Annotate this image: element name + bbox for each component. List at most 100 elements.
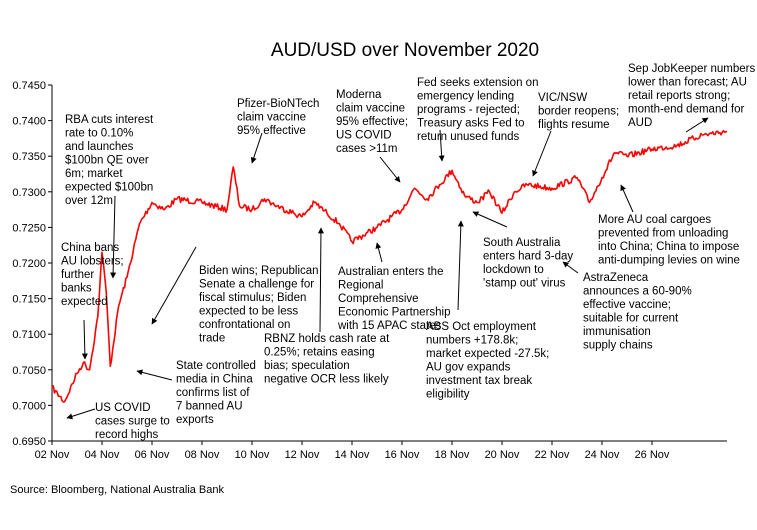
annotation-line: border reopens; — [538, 106, 619, 118]
annotation-line: anti-dumping levies on wine — [598, 255, 740, 267]
x-tick-label: 14 Nov — [335, 449, 370, 461]
annotation-biden: Biden wins; Republican Senate a challenge… — [199, 265, 319, 345]
annotation-line: Treasury asks Fed to — [417, 118, 525, 130]
annotation-line: prevented from unloading — [598, 228, 728, 240]
annotation-line: US COVID — [95, 402, 151, 414]
annotation-line: cases >11m — [336, 143, 397, 155]
annotation-line: AUD — [628, 117, 652, 129]
annotation-line: lockdown to — [483, 264, 544, 276]
annotation-line: investment tax break — [426, 375, 532, 387]
annotation-line: Moderna — [336, 89, 382, 101]
y-tick-label: 0.7450 — [12, 80, 46, 92]
annotation-line: trade — [199, 333, 225, 345]
annotation-arrow-state-media — [136, 369, 173, 381]
annotation-line: Fed seeks extension on — [417, 77, 538, 89]
annotation-line: VIC/NSW — [538, 92, 587, 104]
annotation-line: Comprehensive — [338, 293, 419, 305]
annotation-line: 95% effective — [237, 125, 306, 137]
annotation-arrow-moderna — [379, 156, 401, 183]
annotation-line: 0.25%; retains easing — [264, 347, 375, 359]
annotation-line: State controlled — [176, 360, 256, 372]
annotation-arrow-pfizer — [250, 132, 263, 164]
annotation-line: RBNZ holds cash rate at — [264, 333, 390, 345]
annotation-arrow-biden — [151, 246, 197, 325]
annotation-line: month-end demand for — [628, 104, 745, 116]
x-tick-label: 06 Nov — [135, 449, 170, 461]
annotation-line: Pfizer-BioNTech — [237, 98, 319, 110]
annotation-line: negative OCR less likely — [264, 374, 389, 386]
annotation-line: announces a 60-90% — [583, 286, 692, 298]
annotation-line: Australian enters the — [338, 266, 443, 278]
annotation-line: fiscal stimulus; Biden — [199, 292, 306, 304]
annotation-fed: Fed seeks extension on emergency lending p… — [417, 77, 538, 143]
annotation-rbnz: RBNZ holds cash rate at 0.25%; retains ea… — [264, 333, 390, 386]
annotation-line: China bans — [61, 242, 119, 254]
annotation-line: Biden wins; Republican — [199, 265, 319, 277]
audusd-series-line — [51, 129, 728, 403]
annotation-line: AstraZeneca — [583, 272, 649, 284]
annotation-line: claim vaccine — [336, 103, 405, 115]
annotation-coal: More AU coal cargoes prevented from unloa… — [598, 214, 740, 267]
annotation-line: AU lobsters; — [61, 256, 124, 268]
annotation-line: over 12m — [65, 195, 113, 207]
annotation-line: supply chains — [583, 340, 653, 352]
annotation-line: 'stamp out' virus — [483, 278, 566, 290]
annotation-us-covid: US COVID cases surge to record highs — [95, 402, 170, 441]
annotation-line: exports — [176, 414, 214, 426]
y-tick-label: 0.7100 — [12, 329, 46, 341]
annotation-arrow-coal — [620, 184, 634, 213]
x-tick-label: 26 Nov — [635, 449, 670, 461]
annotation-state-media: State controlled media in China confirms l… — [176, 360, 256, 426]
annotation-line: claim vaccine — [237, 112, 306, 124]
annotation-line: lower than forecast; AU — [628, 77, 747, 89]
annotation-line: confirms list of — [176, 387, 250, 399]
annotation-line: numbers +178.8k; — [426, 335, 518, 347]
annotation-line: return unused funds — [417, 131, 520, 143]
annotation-arrow-abs — [457, 220, 464, 311]
annotation-line: expected to be less — [199, 306, 298, 318]
annotation-line: ABS Oct employment — [426, 321, 537, 333]
annotation-line: suitable for current — [583, 313, 679, 325]
annotation-line: 95% effective; — [336, 116, 408, 128]
annotation-line: expected $100bn — [65, 182, 153, 194]
x-tick-label: 10 Nov — [235, 449, 270, 461]
annotation-line: Economic Partnership — [338, 307, 451, 319]
x-tick-label: 16 Nov — [385, 449, 420, 461]
y-tick-label: 0.7250 — [12, 222, 46, 234]
annotation-arrow-astrazeneca — [562, 261, 579, 274]
annotation-vic-nsw: VIC/NSW border reopens; flights resume — [538, 92, 619, 131]
annotation-line: immunisation — [583, 326, 651, 338]
annotation-line: South Australia — [483, 237, 561, 249]
annotation-arrow-sa-lockdown — [472, 211, 508, 228]
annotation-pfizer: Pfizer-BioNTech claim vaccine 95% effectiv… — [237, 98, 319, 137]
x-tick-label: 18 Nov — [435, 449, 470, 461]
annotation-arrow-fed — [438, 129, 445, 162]
annotation-line: confrontational on — [199, 319, 290, 331]
y-tick-label: 0.7350 — [12, 151, 46, 163]
x-tick-label: 08 Nov — [185, 449, 220, 461]
annotation-rba: RBA cuts interest rate to 0.10% and launch… — [65, 114, 154, 207]
x-tick-label: 02 Nov — [35, 449, 70, 461]
annotation-line: with 15 APAC states — [337, 320, 442, 332]
annotation-arrow-rcep — [375, 242, 383, 263]
annotation-line: flights resume — [538, 119, 610, 131]
annotation-arrow-jobkeeper — [685, 117, 709, 133]
annotation-line: More AU coal cargoes — [598, 214, 711, 226]
y-tick-label: 0.7000 — [12, 400, 46, 412]
chart-title: AUD/USD over November 2020 — [271, 40, 539, 61]
annotation-arrow-vic-nsw — [532, 130, 552, 177]
annotation-arrow-rbnz — [317, 227, 324, 333]
annotation-abs: ABS Oct employment numbers +178.8k; market… — [426, 321, 549, 401]
annotation-rcep: Australian enters the Regional Comprehensi… — [337, 266, 451, 332]
annotation-line: enters hard 3-day — [483, 251, 573, 263]
y-tick-label: 0.6950 — [12, 436, 46, 448]
annotation-line: further — [61, 269, 94, 281]
y-tick-label: 0.7200 — [12, 258, 46, 270]
annotation-line: banks — [61, 283, 92, 295]
annotation-line: expected — [61, 296, 108, 308]
annotation-line: eligibility — [426, 389, 470, 401]
annotation-line: Senate a challenge for — [199, 279, 314, 291]
annotation-china-lobsters: China bans AU lobsters; further banks expect… — [61, 242, 124, 308]
series-layer — [51, 129, 728, 403]
x-tick-label: 24 Nov — [585, 449, 620, 461]
